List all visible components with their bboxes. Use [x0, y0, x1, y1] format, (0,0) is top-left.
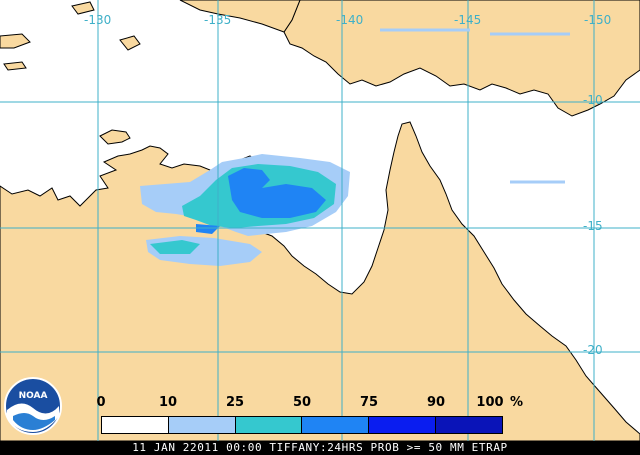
small-island-b — [3, 61, 27, 71]
legend-tick-100: 100 — [476, 395, 504, 410]
noaa-logo-text: NOAA — [19, 391, 48, 401]
lon-label-145: -145 — [454, 13, 482, 27]
caption-bar: 11 JAN 22011 00:00 TIFFANY:24HRS PROB >=… — [0, 441, 640, 455]
new-guinea-landmass — [283, 0, 640, 117]
lat-label-15: -15 — [583, 219, 603, 233]
caption-text: 11 JAN 22011 00:00 TIFFANY:24HRS PROB >=… — [132, 441, 508, 454]
small-island-c — [71, 1, 95, 15]
lon-label-135: -135 — [204, 13, 232, 27]
legend-tick-0: 0 — [96, 395, 106, 410]
lon-label-140: -140 — [336, 13, 364, 27]
prob-50-75-region-b — [196, 224, 220, 234]
legend-tick-90: 90 — [426, 395, 446, 410]
lat-lon-grid — [0, 0, 640, 441]
legend-swatch-25-50 — [235, 417, 303, 433]
tiwi-islands — [99, 129, 131, 145]
timor-island — [0, 33, 31, 49]
legend-color-bar — [101, 416, 503, 434]
probability-legend: 0 10 25 50 75 90 100 % — [70, 396, 540, 438]
legend-swatch-75-90 — [369, 417, 437, 433]
lon-label-150: -150 — [584, 13, 612, 27]
prob-25-50-region-south — [150, 240, 200, 254]
probability-field — [140, 154, 350, 266]
legend-unit: % — [510, 395, 524, 410]
legend-tick-10: 10 — [158, 395, 178, 410]
prob-50-75-region — [228, 168, 326, 218]
legend-swatch-10-25 — [168, 417, 236, 433]
new-guinea-west-land — [179, 0, 301, 33]
lon-label-130: -130 — [84, 13, 112, 27]
noaa-logo-icon: NOAA — [4, 377, 62, 435]
small-island-a — [119, 35, 141, 51]
legend-tick-25: 25 — [225, 395, 245, 410]
legend-tick-50: 50 — [292, 395, 312, 410]
legend-tick-75: 75 — [359, 395, 379, 410]
ocean-streaks — [380, 28, 570, 184]
legend-swatch-90-100 — [436, 417, 502, 433]
lat-label-20: -20 — [583, 343, 603, 357]
legend-swatch-50-75 — [302, 417, 370, 433]
legend-swatch-0-10 — [102, 417, 169, 433]
lat-label-10: -10 — [583, 93, 603, 107]
